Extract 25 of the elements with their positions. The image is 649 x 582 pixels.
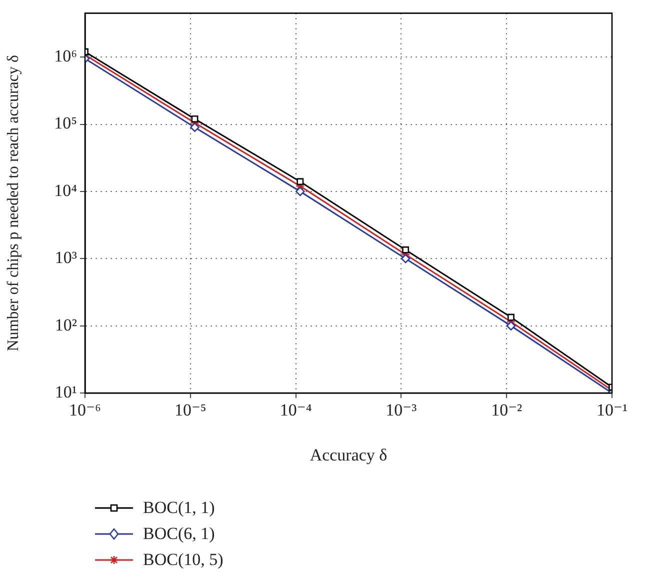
x-tick-label: 10⁻³ (386, 400, 417, 420)
y-tick-label: 10³ (54, 248, 77, 268)
point (190, 122, 200, 132)
x-tick-label: 10⁻⁴ (280, 400, 312, 420)
x-axis-title: Accuracy δ (310, 445, 388, 464)
point (296, 186, 305, 196)
x-tick-label: 10⁻⁶ (69, 400, 102, 420)
y-tick-label: 10⁵ (54, 114, 78, 133)
point (296, 178, 304, 186)
legend-label: BOC(1, 1) (143, 498, 215, 518)
x-tick-label: 10⁻⁵ (174, 400, 206, 420)
legend-label: BOC(6, 1) (143, 524, 215, 544)
y-tick-label: 10² (54, 315, 77, 334)
point (507, 314, 514, 321)
point (400, 254, 410, 264)
point (506, 321, 516, 330)
y-tick-label: 10⁴ (54, 180, 78, 200)
y-tick-label: 10¹ (54, 382, 77, 402)
y-tick-label: 10⁶ (54, 46, 78, 66)
y-axis-title: Number of chips p needed to reach accuracy δ (4, 54, 22, 352)
x-tick-label: 10⁻¹ (596, 400, 628, 420)
legend-label: BOC(10, 5) (143, 550, 224, 570)
point (191, 115, 198, 122)
x-tick-label: 10⁻² (491, 400, 522, 420)
point (402, 246, 410, 254)
